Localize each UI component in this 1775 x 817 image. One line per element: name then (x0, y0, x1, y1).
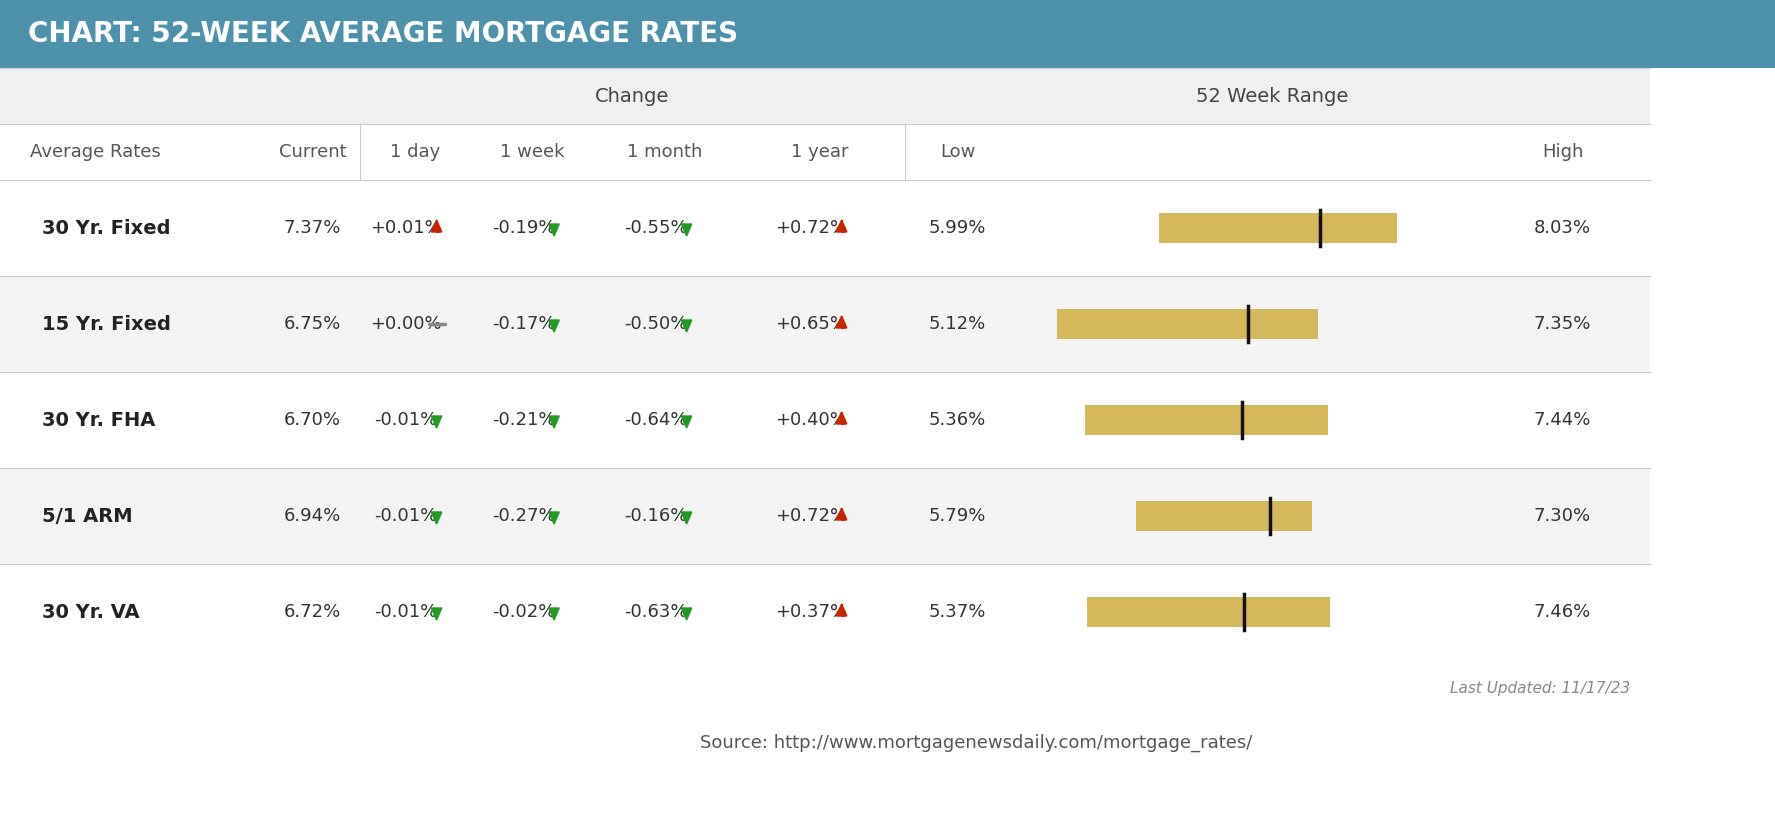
Text: -0.50%: -0.50% (625, 315, 687, 333)
Bar (0, 0, 1775, 68)
Text: 7.44%: 7.44% (1534, 411, 1590, 429)
Text: -0.19%: -0.19% (492, 219, 556, 237)
Text: +0.72%: +0.72% (776, 219, 847, 237)
Text: 6.94%: 6.94% (284, 507, 341, 525)
Bar (0, 372, 1651, 468)
Polygon shape (682, 416, 692, 428)
Polygon shape (431, 416, 442, 428)
Text: -0.01%: -0.01% (375, 507, 438, 525)
Text: 6.72%: 6.72% (284, 603, 341, 621)
Polygon shape (431, 220, 442, 232)
Polygon shape (548, 416, 559, 428)
Text: Current: Current (279, 143, 346, 161)
Polygon shape (431, 608, 442, 620)
Text: 1 week: 1 week (501, 143, 564, 161)
Text: Low: Low (939, 143, 974, 161)
Bar (0, 180, 1651, 276)
Text: Average Rates: Average Rates (30, 143, 162, 161)
Polygon shape (682, 320, 692, 332)
Text: 5/1 ARM: 5/1 ARM (43, 507, 133, 525)
Text: -0.64%: -0.64% (625, 411, 687, 429)
Text: -0.02%: -0.02% (492, 603, 556, 621)
Text: 7.30%: 7.30% (1534, 507, 1590, 525)
Polygon shape (431, 512, 442, 524)
Polygon shape (548, 608, 559, 620)
Text: Change: Change (595, 87, 669, 105)
Polygon shape (548, 320, 559, 332)
Text: 15 Yr. Fixed: 15 Yr. Fixed (43, 315, 170, 333)
Bar (0, 468, 1651, 564)
Text: +0.01%: +0.01% (371, 219, 442, 237)
Text: -0.21%: -0.21% (492, 411, 556, 429)
Bar (1058, 309, 1317, 339)
Text: 1 month: 1 month (627, 143, 703, 161)
Text: -0.01%: -0.01% (375, 603, 438, 621)
Text: 1 day: 1 day (390, 143, 440, 161)
Text: 5.36%: 5.36% (928, 411, 987, 429)
Polygon shape (836, 412, 847, 424)
Polygon shape (682, 512, 692, 524)
Text: +0.72%: +0.72% (776, 507, 847, 525)
Text: -0.63%: -0.63% (625, 603, 687, 621)
Text: Last Updated: 11/17/23: Last Updated: 11/17/23 (1450, 681, 1629, 695)
Text: 5.37%: 5.37% (928, 603, 987, 621)
Text: -0.27%: -0.27% (492, 507, 556, 525)
Text: 52 Week Range: 52 Week Range (1196, 87, 1349, 105)
Text: -0.55%: -0.55% (625, 219, 689, 237)
Polygon shape (836, 316, 847, 328)
Text: Source: http://www.mortgagenewsdaily.com/mortgage_rates/: Source: http://www.mortgagenewsdaily.com… (699, 734, 1253, 752)
Bar (1086, 597, 1329, 627)
Polygon shape (548, 512, 559, 524)
Polygon shape (836, 220, 847, 232)
Text: -0.17%: -0.17% (492, 315, 556, 333)
Text: 7.46%: 7.46% (1534, 603, 1590, 621)
Text: 30 Yr. VA: 30 Yr. VA (43, 602, 140, 622)
Bar (1159, 213, 1397, 243)
Text: 7.35%: 7.35% (1534, 315, 1590, 333)
Text: 6.75%: 6.75% (284, 315, 341, 333)
Polygon shape (682, 224, 692, 236)
Text: 30 Yr. Fixed: 30 Yr. Fixed (43, 218, 170, 238)
Text: -0.01%: -0.01% (375, 411, 438, 429)
Polygon shape (836, 604, 847, 616)
Bar (1136, 501, 1312, 531)
Text: -0.16%: -0.16% (625, 507, 687, 525)
Text: 7.37%: 7.37% (284, 219, 341, 237)
Text: 5.12%: 5.12% (928, 315, 987, 333)
Text: +0.40%: +0.40% (776, 411, 847, 429)
Bar (0, 564, 1651, 660)
Bar (0, 12, 1651, 124)
Text: 30 Yr. FHA: 30 Yr. FHA (43, 410, 156, 430)
Bar (1085, 405, 1328, 435)
Text: High: High (1542, 143, 1583, 161)
Text: +0.00%: +0.00% (371, 315, 442, 333)
Polygon shape (548, 224, 559, 236)
Text: 6.70%: 6.70% (284, 411, 341, 429)
Bar (0, 276, 1651, 372)
Text: 5.79%: 5.79% (928, 507, 987, 525)
Text: 1 year: 1 year (792, 143, 848, 161)
Text: 5.99%: 5.99% (928, 219, 987, 237)
Polygon shape (682, 608, 692, 620)
Text: +0.65%: +0.65% (776, 315, 847, 333)
Text: 8.03%: 8.03% (1534, 219, 1590, 237)
Text: CHART: 52-WEEK AVERAGE MORTGAGE RATES: CHART: 52-WEEK AVERAGE MORTGAGE RATES (28, 20, 738, 48)
Polygon shape (836, 508, 847, 520)
Text: +0.37%: +0.37% (776, 603, 847, 621)
